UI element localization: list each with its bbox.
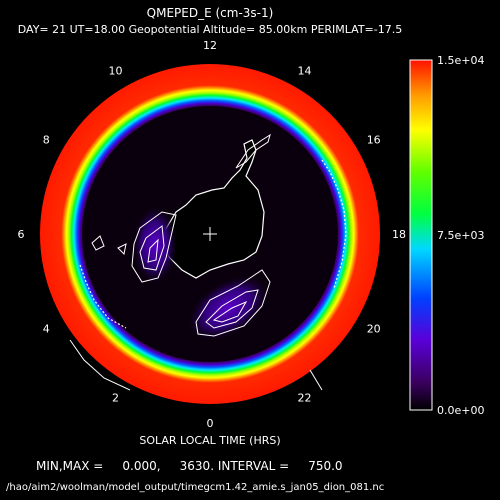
lt-label-6: 6	[18, 228, 25, 241]
lt-label-10: 10	[109, 64, 123, 77]
polar-disc	[40, 64, 380, 404]
peninsula-outline	[235, 133, 271, 169]
lt-label-14: 14	[298, 64, 312, 77]
colorbar-min-label: 0.0e+00	[437, 404, 484, 417]
lt-label-16: 16	[367, 134, 381, 147]
contour-east	[188, 269, 271, 341]
lt-label-0: 0	[207, 417, 214, 430]
contour-west	[131, 207, 177, 283]
file-path: /hao/aim2/woolman/model_output/timegcm1.…	[6, 482, 384, 493]
colorbar-mid-label: 7.5e+03	[437, 229, 484, 242]
lt-label-18: 18	[392, 228, 406, 241]
chart-title: QMEPED_E (cm-3s-1)	[147, 6, 274, 20]
lt-label-22: 22	[298, 392, 312, 405]
coast-fragment-sw	[117, 243, 127, 256]
coast-africa	[69, 339, 131, 391]
lt-label-2: 2	[112, 392, 119, 405]
colorbar-max-label: 1.5e+04	[437, 54, 484, 67]
coast-fragment-west	[91, 235, 105, 251]
coast-fragment-sw2	[79, 264, 127, 329]
colorbar-fill	[409, 59, 433, 411]
lt-label-8: 8	[43, 134, 50, 147]
lt-label-4: 4	[43, 323, 50, 336]
coast-southamerica	[309, 369, 323, 391]
x-axis-label: SOLAR LOCAL TIME (HRS)	[139, 434, 280, 447]
colorbar: 1.5e+04 7.5e+03 0.0e+00	[409, 54, 484, 417]
chart-subtitle: DAY= 21 UT=18.00 Geopotential Altitude= …	[18, 23, 402, 36]
lt-label-20: 20	[367, 323, 381, 336]
local-time-labels: 12 14 16 18 20 22 0 2 4 6 8 10	[18, 39, 407, 430]
lt-label-12: 12	[203, 39, 217, 52]
stats-line: MIN,MAX = 0.000, 3630. INTERVAL = 750.0	[36, 459, 343, 473]
